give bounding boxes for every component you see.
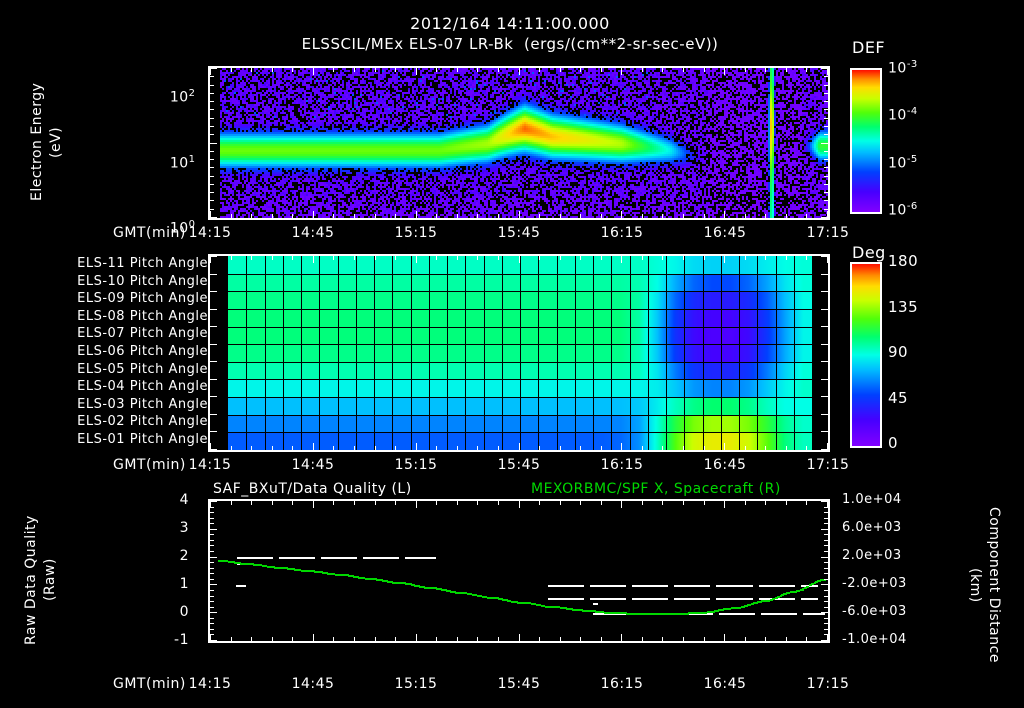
ytick-label-right: 2.0e+03 xyxy=(842,548,902,563)
ytick-label-left: 2 xyxy=(179,548,189,564)
spectrogram-ytick-0: 100 xyxy=(150,203,195,253)
pitch-xlabel: GMT(min) xyxy=(113,457,186,473)
spectrogram-xtick-row: 14:15 14:45 15:15 15:45 16:15 16:45 17:15 xyxy=(189,225,849,243)
pitch-row-label: ELS-07 Pitch Angle xyxy=(77,326,208,342)
spectrogram-ylabel: Electron Energy (eV) xyxy=(29,82,64,202)
pitch-row-label: ELS-03 Pitch Angle xyxy=(77,396,208,412)
ytick-label-right: 1.0e+04 xyxy=(842,492,902,507)
spectrogram-xlabel: GMT(min) xyxy=(113,225,186,241)
colorbar-tick-label: 10-4 xyxy=(888,106,918,124)
bottom-title-left: SAF_BXuT/Data Quality (L) xyxy=(213,481,412,497)
xtick-label: 14:45 xyxy=(291,457,335,473)
colorbar-tick-label: 0 xyxy=(888,434,899,452)
pitch-row-label: ELS-01 Pitch Angle xyxy=(77,432,208,447)
xtick-label: 15:45 xyxy=(497,225,541,241)
colorbar-tick-label: 10-5 xyxy=(888,153,918,172)
bottom-line-plot xyxy=(210,501,828,641)
colorbar-tick-label: 135 xyxy=(888,297,919,316)
colorbar-tick-label: 10-6 xyxy=(888,201,918,219)
ytick-label-right: -6.0e+03 xyxy=(842,604,907,619)
spectrogram-ytick-1: 101 xyxy=(150,138,195,188)
xtick-label: 15:45 xyxy=(497,457,541,473)
xtick-label: 14:15 xyxy=(188,225,232,241)
pitch-row-label: ELS-02 Pitch Angle xyxy=(77,414,208,430)
pitch-row-label-list: ELS-11 Pitch Angle ELS-10 Pitch Angle ELS-… xyxy=(58,252,208,452)
ytick-label-left: 0 xyxy=(179,604,189,620)
xtick-label: 15:15 xyxy=(394,457,438,473)
colorbar-tick-label: 180 xyxy=(888,252,919,270)
spectrogram-plot xyxy=(210,68,828,218)
page-title-datetime: 2012/164 14:11:00.000 xyxy=(410,14,610,33)
spectrogram-colorbar-title: DEF xyxy=(852,38,886,57)
bottom-ytick-left-list: 4 3 2 1 0 -1 xyxy=(155,492,195,657)
ytick-exponent: 2 xyxy=(188,88,196,99)
ytick-label-left: 4 xyxy=(179,492,189,508)
spectrogram-ytick-2: 102 xyxy=(150,72,195,122)
bottom-title-right: MEXORBMC/SPF X, Spacecraft (R) xyxy=(531,481,781,497)
ytick-mantissa: 10 xyxy=(169,89,189,106)
ytick-label-right: -2.0e+03 xyxy=(842,576,907,591)
pitch-angle-plot xyxy=(210,256,828,450)
xtick-label: 15:15 xyxy=(394,225,438,241)
xtick-label: 17:15 xyxy=(806,457,850,473)
bottom-plot-frame xyxy=(208,499,830,643)
ytick-label-right: -1.0e+04 xyxy=(842,632,907,647)
xtick-label: 16:15 xyxy=(600,676,644,692)
bottom-ytick-right-list: 1.0e+04 6.0e+03 2.0e+03 -2.0e+03 -6.0e+03 -1.… xyxy=(838,492,928,657)
xtick-label: 15:45 xyxy=(497,676,541,692)
xtick-label: 14:15 xyxy=(188,457,232,473)
pitch-row-label: ELS-05 Pitch Angle xyxy=(77,361,208,377)
colorbar-tick-label: 10-3 xyxy=(888,59,918,77)
colorbar-tick-label: 90 xyxy=(888,343,909,361)
xtick-label: 16:45 xyxy=(703,225,747,241)
xtick-label: 14:45 xyxy=(291,676,335,692)
xtick-label: 16:45 xyxy=(703,457,747,473)
pitch-colorbar-ticks: 180 135 90 45 0 xyxy=(884,252,974,454)
ytick-mantissa: 10 xyxy=(169,155,189,172)
bottom-ylabel-left: Raw Data Quality (Raw) xyxy=(23,515,58,645)
pitch-angle-frame xyxy=(208,254,830,452)
xtick-label: 14:45 xyxy=(291,225,335,241)
pitch-row-label: ELS-08 Pitch Angle xyxy=(77,308,208,324)
xtick-label: 17:15 xyxy=(806,225,850,241)
page-subtitle: ELSSCIL/MEx ELS-07 LR-Bk (ergs/(cm**2-sr… xyxy=(301,35,719,53)
bottom-ylabel-right: Component Distance (km) xyxy=(967,507,1002,663)
ytick-label-left: -1 xyxy=(174,632,189,648)
pitch-row-label: ELS-10 Pitch Angle xyxy=(77,273,208,289)
xtick-label: 16:45 xyxy=(703,676,747,692)
ytick-mantissa: 10 xyxy=(169,220,189,237)
ytick-exponent: 1 xyxy=(188,154,196,165)
pitch-row-label: ELS-06 Pitch Angle xyxy=(77,344,208,359)
xtick-label: 14:15 xyxy=(188,676,232,692)
ytick-exponent: 0 xyxy=(188,219,196,230)
ytick-label-left: 1 xyxy=(179,576,189,592)
colorbar-tick-label: 45 xyxy=(888,388,909,407)
xtick-label: 15:15 xyxy=(394,676,438,692)
pitch-row-label: ELS-09 Pitch Angle xyxy=(77,291,208,307)
pitch-row-label: ELS-04 Pitch Angle xyxy=(77,379,208,395)
pitch-row-label: ELS-11 Pitch Angle xyxy=(77,256,208,271)
xtick-label: 16:15 xyxy=(600,225,644,241)
bottom-xtick-row: 14:15 14:45 15:15 15:45 16:15 16:45 17:15 xyxy=(189,676,849,694)
pitch-colorbar xyxy=(850,262,882,448)
pitch-colorbar-title: Deg xyxy=(852,243,886,262)
ytick-label-right: 6.0e+03 xyxy=(842,520,902,535)
xtick-label: 16:15 xyxy=(600,457,644,473)
pitch-xtick-row: 14:15 14:45 15:15 15:45 16:15 16:45 17:15 xyxy=(189,457,849,475)
bottom-xlabel: GMT(min) xyxy=(113,676,186,692)
spectrogram-colorbar-ticks: 10-3 10-4 10-5 10-6 xyxy=(884,59,974,220)
spectrogram-colorbar xyxy=(850,68,882,214)
xtick-label: 17:15 xyxy=(806,676,850,692)
spectrogram-frame xyxy=(208,66,830,220)
ytick-label-left: 3 xyxy=(179,520,189,536)
